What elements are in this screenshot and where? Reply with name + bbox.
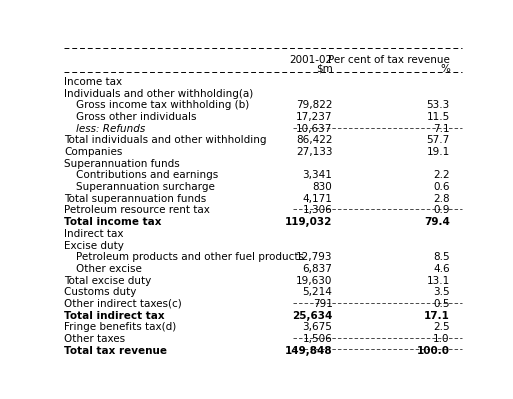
- Text: Fringe benefits tax(d): Fringe benefits tax(d): [64, 322, 176, 332]
- Text: 3,341: 3,341: [303, 170, 332, 180]
- Text: Superannuation surcharge: Superannuation surcharge: [76, 182, 215, 192]
- Text: Companies: Companies: [64, 147, 123, 157]
- Text: Customs duty: Customs duty: [64, 287, 136, 297]
- Text: 5,214: 5,214: [303, 287, 332, 297]
- Text: %: %: [440, 64, 450, 74]
- Text: Total individuals and other withholding: Total individuals and other withholding: [64, 135, 267, 146]
- Text: 19.1: 19.1: [426, 147, 450, 157]
- Text: 2001-02: 2001-02: [289, 55, 332, 65]
- Text: 53.3: 53.3: [426, 101, 450, 111]
- Text: Excise duty: Excise duty: [64, 241, 124, 251]
- Text: Income tax: Income tax: [64, 77, 122, 87]
- Text: Petroleum resource rent tax: Petroleum resource rent tax: [64, 205, 210, 215]
- Text: 13.1: 13.1: [426, 276, 450, 286]
- Text: 17,237: 17,237: [296, 112, 332, 122]
- Text: Gross income tax withholding (b): Gross income tax withholding (b): [76, 101, 249, 111]
- Text: 57.7: 57.7: [426, 135, 450, 146]
- Text: 25,634: 25,634: [292, 310, 332, 320]
- Text: 12,793: 12,793: [296, 252, 332, 262]
- Text: 100.0: 100.0: [417, 346, 450, 356]
- Text: 86,422: 86,422: [296, 135, 332, 146]
- Text: $m: $m: [315, 64, 332, 74]
- Text: 4.6: 4.6: [433, 264, 450, 274]
- Text: 8.5: 8.5: [433, 252, 450, 262]
- Text: 119,032: 119,032: [285, 217, 332, 227]
- Text: Individuals and other withholding(a): Individuals and other withholding(a): [64, 89, 253, 99]
- Text: 4,171: 4,171: [303, 194, 332, 204]
- Text: Other excise: Other excise: [76, 264, 142, 274]
- Text: 11.5: 11.5: [426, 112, 450, 122]
- Text: Total excise duty: Total excise duty: [64, 276, 151, 286]
- Text: Gross other individuals: Gross other individuals: [76, 112, 196, 122]
- Text: 19,630: 19,630: [296, 276, 332, 286]
- Text: 791: 791: [312, 299, 332, 309]
- Text: 27,133: 27,133: [296, 147, 332, 157]
- Text: Other taxes: Other taxes: [64, 334, 125, 344]
- Text: Superannuation funds: Superannuation funds: [64, 159, 180, 169]
- Text: Petroleum products and other fuel products: Petroleum products and other fuel produc…: [76, 252, 304, 262]
- Text: Total indirect tax: Total indirect tax: [64, 310, 165, 320]
- Text: less: Refunds: less: Refunds: [76, 124, 145, 134]
- Text: 0.9: 0.9: [433, 205, 450, 215]
- Text: 17.1: 17.1: [424, 310, 450, 320]
- Text: 0.5: 0.5: [433, 299, 450, 309]
- Text: 1,306: 1,306: [303, 205, 332, 215]
- Text: Other indirect taxes(c): Other indirect taxes(c): [64, 299, 182, 309]
- Text: Indirect tax: Indirect tax: [64, 229, 124, 239]
- Text: Per cent of tax revenue: Per cent of tax revenue: [328, 55, 450, 65]
- Text: 79.4: 79.4: [424, 217, 450, 227]
- Text: 830: 830: [313, 182, 332, 192]
- Text: Total superannuation funds: Total superannuation funds: [64, 194, 206, 204]
- Text: Total income tax: Total income tax: [64, 217, 162, 227]
- Text: Contributions and earnings: Contributions and earnings: [76, 170, 219, 180]
- Text: 149,848: 149,848: [285, 346, 332, 356]
- Text: 2.2: 2.2: [433, 170, 450, 180]
- Text: 79,822: 79,822: [296, 101, 332, 111]
- Text: 10,637: 10,637: [296, 124, 332, 134]
- Text: 1.0: 1.0: [433, 334, 450, 344]
- Text: 2.5: 2.5: [433, 322, 450, 332]
- Text: 3.5: 3.5: [433, 287, 450, 297]
- Text: 6,837: 6,837: [303, 264, 332, 274]
- Text: 7.1: 7.1: [433, 124, 450, 134]
- Text: 0.6: 0.6: [433, 182, 450, 192]
- Text: 3,675: 3,675: [303, 322, 332, 332]
- Text: Total tax revenue: Total tax revenue: [64, 346, 167, 356]
- Text: 2.8: 2.8: [433, 194, 450, 204]
- Text: 1,506: 1,506: [303, 334, 332, 344]
